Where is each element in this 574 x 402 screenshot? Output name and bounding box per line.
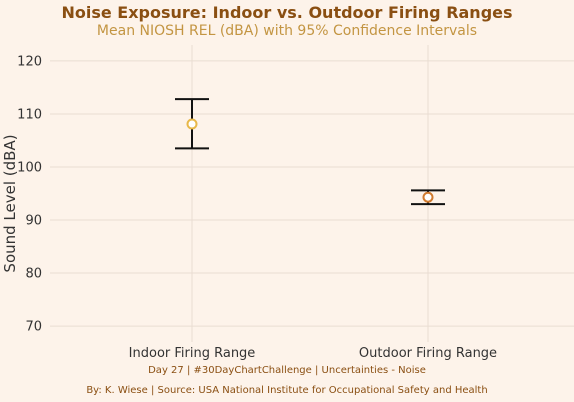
x-axis-ticks: Indoor Firing Range Outdoor Firing Range	[129, 346, 497, 361]
caption-line-2: By: K. Wiese | Source: USA National Inst…	[86, 385, 488, 396]
y-axis-ticks: 70 80 90 100 110 120	[17, 54, 42, 334]
mean-point	[186, 118, 198, 130]
grid	[50, 45, 574, 342]
mean-point	[422, 191, 434, 203]
chart-title: Noise Exposure: Indoor vs. Outdoor Firin…	[61, 3, 513, 22]
y-tick-label: 90	[25, 214, 42, 229]
y-tick-label: 120	[17, 54, 42, 69]
y-tick-label: 80	[25, 267, 42, 282]
y-axis-label: Sound Level (dBA)	[1, 134, 19, 272]
y-tick-label: 70	[25, 320, 42, 335]
x-tick-label: Indoor Firing Range	[129, 346, 256, 361]
caption-line-1: Day 27 | #30DayChartChallenge | Uncertai…	[148, 365, 426, 376]
chart-subtitle: Mean NIOSH REL (dBA) with 95% Confidence…	[96, 23, 478, 39]
x-tick-label: Outdoor Firing Range	[359, 346, 497, 361]
y-tick-label: 110	[17, 107, 42, 122]
data-marks	[175, 98, 445, 206]
y-tick-label: 100	[17, 160, 42, 175]
